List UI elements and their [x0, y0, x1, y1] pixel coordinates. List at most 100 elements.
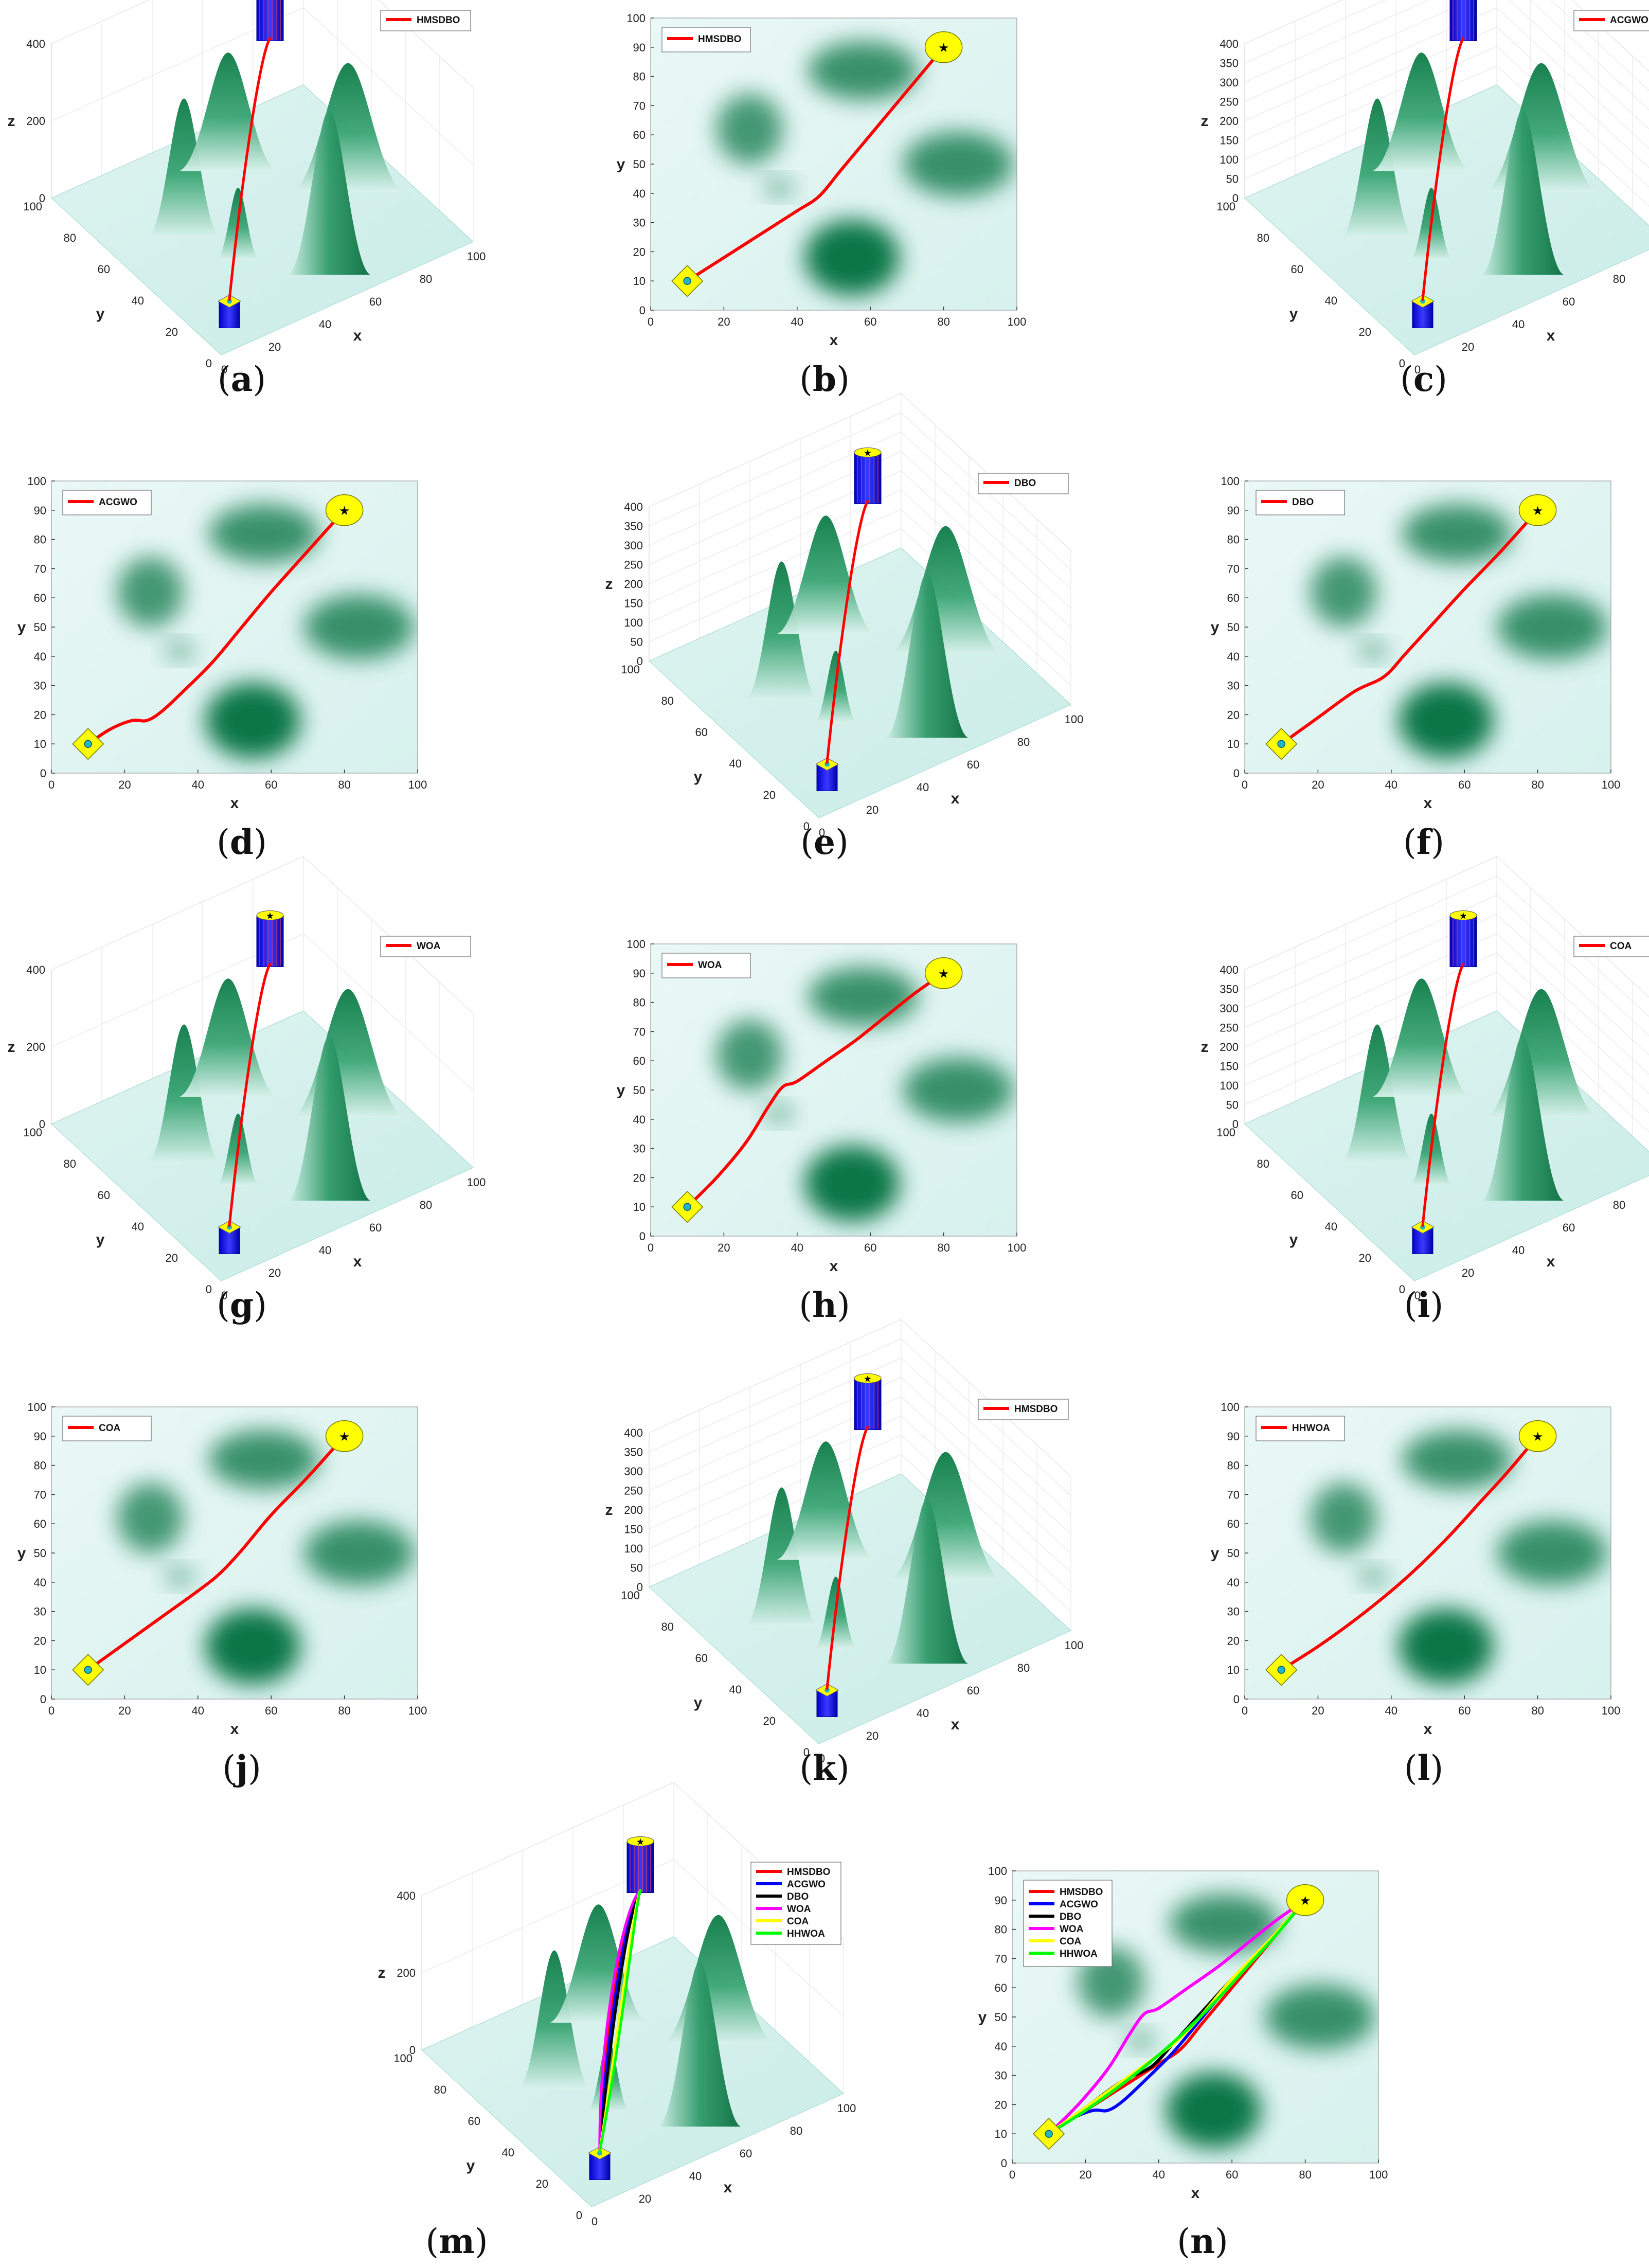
y-tick-label: 40 — [1227, 650, 1240, 663]
terrain-peak-2 — [777, 515, 875, 634]
y-tick-label: 90 — [34, 1430, 46, 1443]
y-tick-label: 0 — [1399, 357, 1405, 370]
caption-close: ) — [837, 1285, 850, 1325]
x-tick-label: 40 — [917, 781, 929, 794]
start-point-dot — [824, 1687, 830, 1693]
legend-entry-dbo: DBO — [1014, 478, 1036, 489]
legend-entry-acgwo: ACGWO — [1610, 15, 1648, 26]
caption-letter: i — [1417, 1285, 1430, 1325]
start-point-dot — [1277, 1666, 1285, 1674]
x-tick-label: 40 — [1385, 778, 1397, 791]
x-tick-label: 60 — [1458, 778, 1471, 791]
y-tick-label: 100 — [626, 12, 646, 25]
grid-line — [649, 1319, 902, 1433]
terrain-peak-2 — [179, 978, 277, 1097]
grid-line — [1496, 972, 1649, 1114]
z-tick-label: 350 — [624, 520, 643, 533]
y-tick-label: 20 — [34, 1634, 46, 1647]
x-tick-label: 80 — [937, 1241, 949, 1254]
chart-panel-f: 0 20 40 60 80 100 0 10 20 30 40 50 60 70 80 90 100 x y ★ DBO — [1211, 475, 1621, 812]
z-tick-label: 100 — [624, 1542, 643, 1555]
grid-line — [901, 1377, 1071, 1534]
x-tick-label: 80 — [338, 1704, 350, 1717]
series-line-hmsdbo — [686, 45, 945, 283]
y-tick-label: 90 — [995, 1894, 1007, 1907]
chart-panel-j: 0 20 40 60 80 100 0 10 20 30 40 50 60 70 80 90 100 x y ★ COA — [17, 1401, 427, 1738]
grid-line — [1496, 953, 1649, 1094]
terrain-peak-4 — [1311, 1483, 1377, 1553]
series-layer — [826, 1426, 869, 1690]
x-tick-label: 60 — [1458, 1704, 1471, 1717]
caption-open: ( — [222, 1748, 236, 1788]
grid-line — [1244, 0, 1429, 83]
y-axis-label: y — [17, 619, 26, 636]
y-tick-label: 10 — [633, 1201, 646, 1213]
y-tick-label: 20 — [166, 326, 178, 338]
z-tick-label: 100 — [1220, 1079, 1239, 1092]
ticks: 0 20 40 60 80 100 0 10 20 30 40 50 60 70 80 90 100 — [27, 475, 427, 791]
y-axis-label: y — [1289, 306, 1298, 323]
panel-caption-c: (c) — [1400, 359, 1447, 399]
goal-circle-shape — [1286, 1884, 1324, 1916]
y-tick-label: 60 — [1291, 1189, 1303, 1202]
ticks: 0 20 40 60 80 100 0 10 20 30 40 50 60 70 80 90 100 — [1221, 1401, 1620, 1717]
grid-line — [901, 509, 1071, 667]
y-tick-label: 60 — [633, 1055, 646, 1067]
start-point-dot — [1045, 2130, 1053, 2138]
legend-entry-coa: COA — [99, 1423, 121, 1434]
y-tick-label: 50 — [1227, 1547, 1240, 1560]
grid-line — [901, 451, 1071, 609]
grid-line — [1496, 991, 1649, 1133]
legend-entry-acgwo: ACGWO — [1060, 1899, 1098, 1910]
series-layer — [1421, 37, 1465, 301]
series-line-woa — [1047, 1898, 1307, 2136]
grid-line — [901, 470, 1071, 628]
y-tick-label: 100 — [393, 2052, 413, 2065]
legend-entry-woa: WOA — [417, 941, 441, 952]
caption-close: ) — [1430, 1748, 1444, 1788]
y-tick-label: 100 — [23, 1126, 42, 1139]
y-tick-label: 80 — [1257, 1157, 1269, 1170]
x-tick-label: 60 — [740, 2147, 752, 2160]
start-point-dot — [227, 1224, 232, 1230]
x-tick-label: 100 — [1065, 713, 1084, 726]
y-tick-label: 30 — [633, 1142, 646, 1155]
terrain-peak-4 — [1311, 557, 1377, 627]
legend-entry-hmsdbo: HMSDBO — [698, 34, 741, 45]
terrain-peak-1 — [1399, 682, 1494, 759]
series-layer — [228, 963, 272, 1227]
y-tick-label: 40 — [132, 294, 144, 307]
panel-caption-f: (f) — [1403, 822, 1444, 862]
caption-open: ( — [218, 360, 231, 399]
y-tick-label: 0 — [1001, 2157, 1007, 2170]
terrain-peak-5 — [764, 178, 794, 197]
series-layer — [1280, 1434, 1539, 1672]
y-tick-label: 80 — [633, 996, 646, 1009]
y-tick-label: 80 — [64, 231, 76, 244]
panel-caption-l: (l) — [1404, 1748, 1444, 1788]
caption-open: ( — [1403, 823, 1417, 862]
caption-open: ( — [1400, 360, 1413, 399]
x-tick-label: 100 — [1065, 1639, 1084, 1652]
caption-open: ( — [217, 823, 230, 862]
terrain-peak-4 — [716, 1020, 783, 1090]
terrain-peak-5 — [165, 1567, 194, 1585]
z-tick-label: 0 — [1232, 1118, 1239, 1131]
y-tick-label: 0 — [40, 1693, 46, 1706]
series-line-woa — [228, 963, 272, 1227]
y-tick-label: 80 — [34, 1459, 46, 1472]
grid-line — [901, 1396, 1071, 1554]
grid-line — [1509, 0, 1649, 130]
caption-open: ( — [799, 360, 813, 399]
ticks: 0 20 40 60 80 100 0 10 20 30 40 50 60 70 80 90 100 — [626, 12, 1026, 328]
y-tick-label: 90 — [1227, 504, 1240, 517]
y-tick-label: 20 — [633, 245, 646, 258]
x-tick-label: 100 — [1369, 2168, 1388, 2181]
x-tick-label: 80 — [1613, 1199, 1625, 1211]
x-tick-label: 20 — [718, 315, 730, 328]
legend-entry-woa: WOA — [787, 1904, 811, 1915]
x-tick-label: 0 — [1414, 1289, 1421, 1302]
y-tick-label: 100 — [621, 663, 640, 676]
z-tick-label: 150 — [1220, 134, 1239, 147]
terrain-peak-2 — [1372, 52, 1471, 171]
